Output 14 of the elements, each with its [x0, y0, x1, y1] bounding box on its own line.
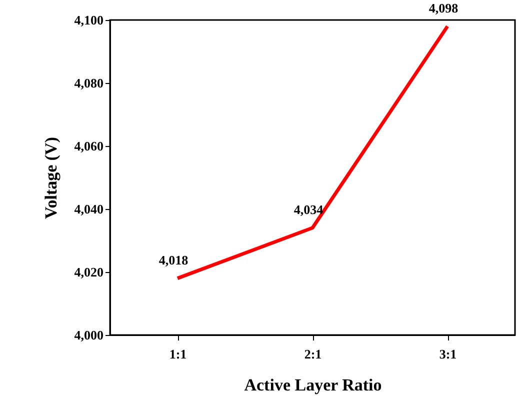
data-label: 4,098 — [428, 0, 459, 16]
data-label: 4,034 — [294, 202, 324, 217]
y-tick-label: 4,080 — [74, 76, 104, 90]
y-tick-label: 4,020 — [74, 264, 104, 280]
y-tick-label: 4,060 — [74, 138, 104, 154]
x-tick-label: 3:1 — [439, 346, 457, 362]
data-label: 4,018 — [158, 252, 189, 268]
y-tick-label: 4,000 — [74, 328, 104, 342]
y-tick-label: 4,040 — [74, 202, 104, 216]
y-tick-label: 4,100 — [74, 12, 104, 28]
x-tick-label: 2:1 — [304, 346, 322, 362]
x-axis-title: Active Layer Ratio — [244, 376, 382, 394]
x-tick-label: 1:1 — [169, 346, 187, 362]
y-axis-title: Voltage (V) — [41, 137, 60, 219]
